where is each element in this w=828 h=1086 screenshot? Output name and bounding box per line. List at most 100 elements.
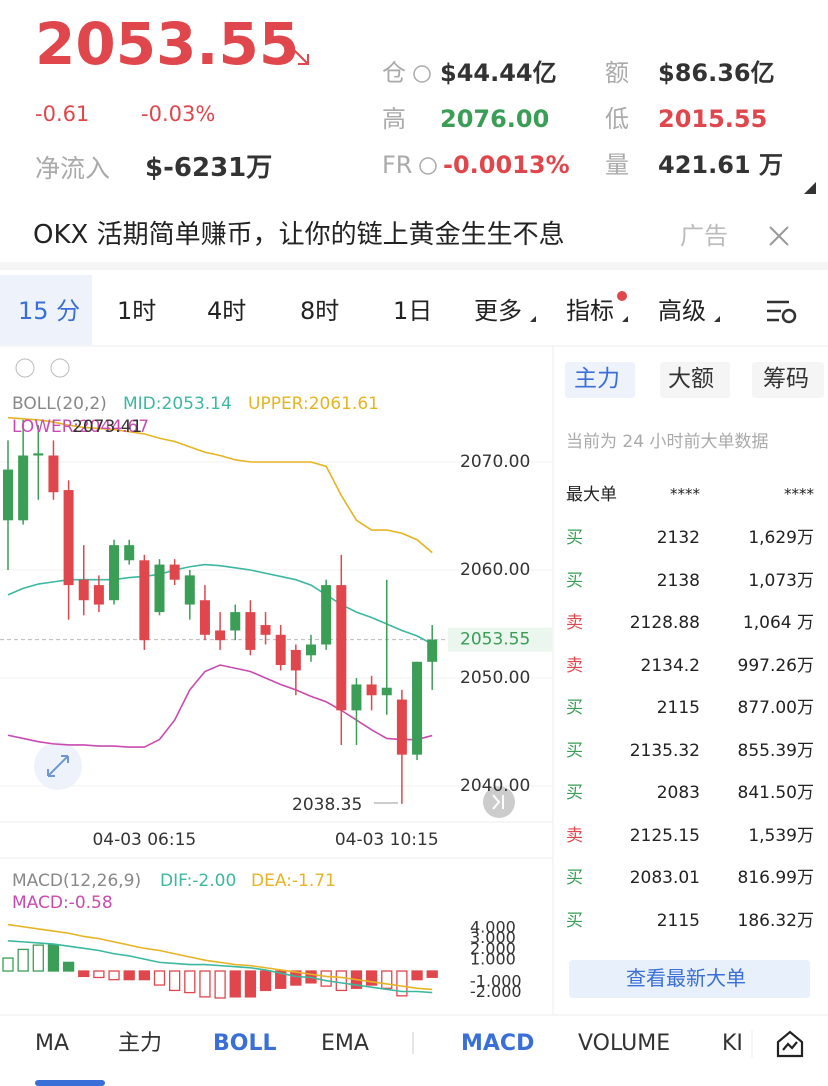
gear-icon[interactable] — [50, 358, 70, 378]
order-amount: 997.26万 — [737, 655, 814, 676]
stat-value: $86.36亿 — [658, 59, 775, 87]
button-label[interactable]: 查看最新大单 — [626, 966, 746, 990]
info-icon[interactable] — [419, 157, 437, 175]
order-price: 2083.01 — [629, 868, 700, 888]
candle-body — [124, 545, 135, 561]
stat-value: 2015.55 — [658, 105, 768, 133]
indicator-line — [7, 664, 433, 748]
timeframe-tab[interactable]: 指标 — [566, 297, 614, 325]
candle-body — [290, 649, 301, 671]
macd-bar — [138, 970, 151, 981]
timeframe-tab[interactable]: 高级 — [658, 297, 706, 325]
side-tab[interactable]: 大额 — [668, 366, 714, 392]
low-label: 2038.35 — [292, 795, 362, 815]
macd-bar — [381, 970, 393, 989]
indicator-tab[interactable]: KI — [722, 1031, 743, 1056]
y-tick-label: 4.000 — [470, 917, 516, 936]
legend-entry: MACD:-0.58 — [12, 893, 113, 913]
y-tick-label: 3.000 — [470, 928, 516, 947]
indicator-line — [7, 416, 433, 554]
button-bg[interactable] — [569, 960, 810, 998]
dropdown-tri — [530, 316, 536, 322]
timeframe-tab[interactable]: 更多 — [474, 297, 522, 325]
legend-title: MACD(12,26,9) — [12, 871, 141, 891]
close-icon[interactable] — [769, 226, 789, 246]
indicator-line — [7, 563, 433, 645]
macd-bar — [411, 970, 423, 981]
stat-value: -0.0013% — [443, 151, 570, 179]
macd-bar — [396, 970, 408, 997]
timeframe-tab[interactable]: 8时 — [300, 297, 340, 325]
candle-body — [48, 455, 59, 493]
macd-bar — [229, 970, 241, 998]
indicator-tab[interactable]: VOLUME — [578, 1031, 671, 1056]
separator — [0, 262, 828, 270]
order-price: 2115 — [656, 910, 700, 931]
indicator-tab[interactable]: 主力 — [118, 1031, 163, 1056]
col-header: **** — [670, 485, 700, 503]
side-tab-bg — [752, 362, 824, 398]
order-side: 卖 — [566, 655, 583, 676]
jump-icon — [492, 794, 504, 810]
down-arrow — [298, 54, 309, 65]
indicator-tab[interactable]: MA — [35, 1031, 70, 1056]
y-tick-label: 2060.00 — [460, 560, 530, 580]
order-amount: 1,073万 — [748, 570, 814, 591]
timeframe-tab[interactable]: 4时 — [207, 297, 247, 325]
legend-entry: UPPER:2061.61 — [248, 394, 379, 414]
y-tick-label: 1.000 — [470, 950, 516, 969]
side-tab[interactable]: 主力 — [574, 366, 620, 392]
change: -0.61 — [35, 102, 90, 126]
timeframe-tab[interactable]: 1日 — [393, 297, 433, 325]
macd-bar — [32, 944, 44, 972]
indicator-tab[interactable]: BOLL — [213, 1031, 277, 1056]
info-icon[interactable] — [413, 65, 431, 83]
macd-bar — [108, 970, 120, 981]
indicator-tab[interactable]: MACD — [461, 1031, 535, 1056]
candle-body — [139, 560, 150, 641]
y-tick-label: -2.000 — [470, 982, 522, 1001]
stat-value: $44.44亿 — [440, 59, 557, 87]
macd-bar — [62, 961, 75, 972]
timeframe-tab[interactable]: 15 分 — [18, 297, 81, 325]
order-amount: 841.50万 — [737, 783, 814, 803]
candle-body — [275, 634, 286, 666]
y-tick-label: 2.000 — [470, 939, 516, 958]
indicator-tab[interactable]: EMA — [321, 1031, 369, 1056]
candle-body — [260, 625, 271, 635]
macd-bar — [275, 970, 287, 989]
timeframe-tab[interactable]: 1时 — [117, 297, 157, 325]
order-amount: 816.99万 — [737, 868, 814, 888]
stat-label: 高 — [382, 105, 406, 133]
side-tab-bg — [660, 362, 730, 398]
draw-icon[interactable] — [776, 1030, 804, 1058]
side-tab[interactable]: 筹码 — [763, 366, 809, 392]
side-note: 当前为 24 小时前大单数据 — [566, 432, 769, 452]
high-label: 2073.41 — [72, 417, 142, 437]
candle-body — [33, 453, 44, 456]
stat-label: 仓 — [382, 59, 406, 87]
order-amount: 186.32万 — [737, 910, 814, 931]
stat-label: FR — [382, 151, 413, 179]
candle-body — [18, 455, 29, 521]
collapse-icon[interactable] — [15, 358, 35, 378]
candle-body — [154, 564, 165, 613]
order-price: 2134.2 — [640, 655, 700, 676]
settings-icon[interactable] — [767, 300, 797, 324]
macd-bar — [168, 970, 181, 992]
macd-bar — [320, 970, 332, 987]
fullscreen-icon — [47, 755, 69, 777]
order-price: 2125.15 — [629, 825, 700, 846]
candle-body — [427, 639, 438, 662]
macd-bar — [199, 970, 211, 998]
macd-bar — [2, 957, 14, 972]
ad-text[interactable]: OKX 活期简单赚币，让你的链上黄金生生不息 — [33, 220, 565, 250]
change-pct: -0.03% — [141, 102, 216, 126]
last-price-label: 2053.55 — [460, 630, 530, 650]
candle-body — [184, 575, 195, 605]
expand-corner[interactable] — [804, 182, 816, 194]
macd-bar — [335, 970, 347, 992]
stat-value: 421.61 万 — [658, 151, 783, 179]
